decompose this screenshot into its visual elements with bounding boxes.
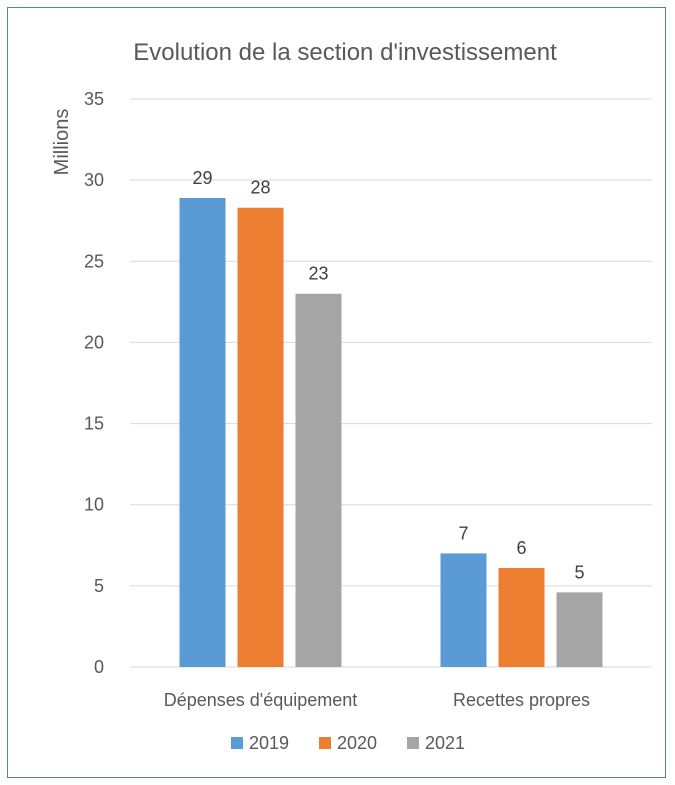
- y-tick-label: 0: [94, 657, 104, 677]
- data-label: 5: [574, 562, 584, 582]
- y-tick-label: 20: [84, 332, 104, 352]
- legend: 2019 2020 2021: [231, 733, 465, 753]
- bar: [556, 592, 603, 667]
- data-label: 6: [516, 538, 526, 558]
- x-axis-categories: Dépenses d'équipement Recettes propres: [164, 690, 590, 710]
- data-labels: 29 28 23 7 6 5: [192, 168, 584, 582]
- bars: [179, 197, 603, 667]
- legend-label: 2021: [425, 733, 465, 753]
- legend-swatch: [319, 737, 331, 749]
- bar: [498, 568, 545, 667]
- y-tick-label: 30: [84, 170, 104, 190]
- legend-label: 2020: [337, 733, 377, 753]
- y-tick-label: 5: [94, 576, 104, 596]
- y-tick-label: 25: [84, 251, 104, 271]
- y-tick-label: 10: [84, 495, 104, 515]
- data-label: 23: [308, 264, 328, 284]
- bar: [179, 197, 226, 667]
- y-axis-ticks: 0 5 10 15 20 25 30 35: [84, 89, 104, 677]
- data-label: 28: [250, 178, 270, 198]
- legend-swatch: [231, 737, 243, 749]
- bar: [237, 207, 284, 667]
- y-tick-label: 15: [84, 414, 104, 434]
- bar: [440, 553, 487, 667]
- bar: [295, 293, 342, 667]
- x-category-label: Dépenses d'équipement: [164, 690, 358, 710]
- chart-title: Evolution de la section d'investissement: [133, 39, 557, 66]
- legend-label: 2019: [249, 733, 289, 753]
- data-label: 7: [458, 523, 468, 543]
- legend-swatch: [407, 737, 419, 749]
- x-category-label: Recettes propres: [453, 690, 590, 710]
- data-label: 29: [192, 168, 212, 188]
- y-axis-label: Millions: [51, 109, 73, 176]
- y-tick-label: 35: [84, 89, 104, 109]
